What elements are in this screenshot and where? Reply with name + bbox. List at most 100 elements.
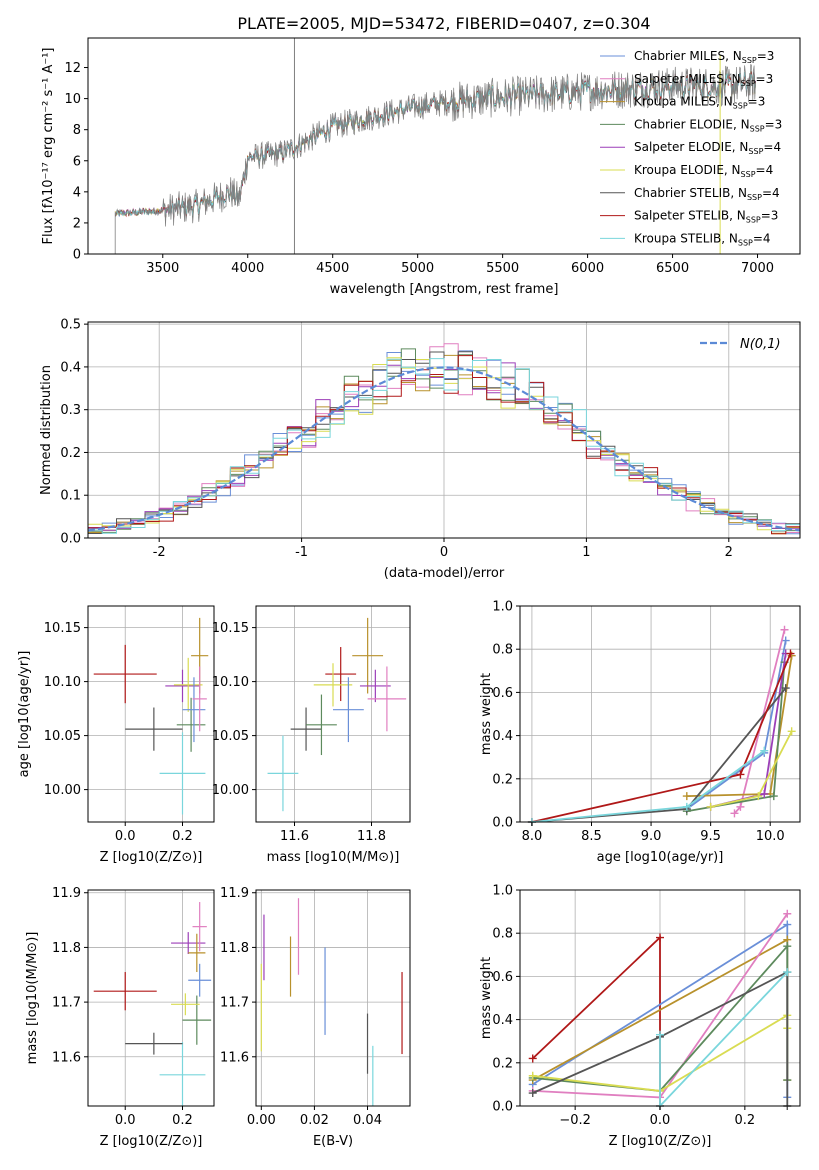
weight-marker — [760, 789, 769, 798]
x-tick-label: 0.0 — [650, 1113, 671, 1128]
y-tick-label: 10.00 — [44, 783, 81, 798]
y-tick-label: 8 — [73, 123, 81, 138]
legend-entry: Chabrier STELIB, NSSP=4 — [634, 186, 780, 202]
age-vs-mass-panel: 11.6 11.8 10.00 10.05 10.10 10.15 mass [log10(… — [212, 605, 411, 865]
x-tick-label: 0.04 — [353, 1113, 382, 1128]
axes-frame — [255, 889, 411, 1107]
y-tick-label: 12 — [64, 61, 81, 76]
x-axis-label: E(B-V) — [313, 1134, 353, 1149]
legend-entry: Kroupa MILES, NSSP=3 — [634, 95, 765, 111]
x-tick-label: 8.0 — [522, 829, 543, 844]
y-tick-label: 10.00 — [212, 783, 249, 798]
x-axis-label: mass [log10(M/M⊙)] — [267, 850, 400, 865]
weight-marker — [781, 636, 790, 645]
y-tick-label: 0.6 — [492, 970, 513, 985]
y-tick-label: 0.2 — [492, 1056, 513, 1071]
weight-line — [531, 749, 765, 823]
y-tick-label: 0.5 — [60, 318, 81, 333]
y-axis-label: age [log10(age/yr)] — [17, 651, 32, 778]
y-axis-label: mass weight — [479, 673, 494, 755]
x-tick-label: 0.2 — [172, 1113, 193, 1128]
weight-marker — [769, 792, 778, 801]
y-tick-label: 10.05 — [212, 729, 249, 744]
residual-panel: -2 -1 0 1 2 0.0 0.1 0.2 0.3 0.4 0.5 (data-model)/er… — [39, 318, 801, 581]
legend-entry: Chabrier MILES, NSSP=3 — [634, 49, 774, 65]
y-tick-label: 0.4 — [60, 360, 81, 375]
x-tick-label: 7000 — [741, 261, 774, 276]
x-tick-label: 6500 — [656, 261, 689, 276]
y-tick-label: 0.3 — [60, 403, 81, 418]
weight-marker — [787, 727, 796, 736]
plot-area — [87, 343, 801, 535]
x-tick-label: 11.6 — [280, 829, 309, 844]
weight-marker — [706, 802, 715, 811]
y-tick-label: 11.7 — [220, 996, 249, 1011]
plot-area — [260, 898, 403, 1106]
y-axis-label: Normed distribution — [39, 365, 54, 495]
weight-marker — [528, 1071, 537, 1080]
x-tick-label: −0.2 — [559, 1113, 591, 1128]
x-tick-label: 1 — [582, 545, 590, 560]
y-tick-label: 1.0 — [492, 884, 513, 899]
y-tick-label: 0.2 — [492, 772, 513, 787]
x-tick-label: 0.00 — [247, 1113, 276, 1128]
y-tick-label: 4 — [73, 185, 81, 200]
axes-frame — [87, 37, 801, 255]
legend-entry: Kroupa ELODIE, NSSP=4 — [634, 163, 773, 179]
spectrum-panel: 3500 4000 4500 5000 5500 6000 6500 7000 0 2 4 6 8 10 1… — [41, 37, 801, 297]
y-tick-label: 0.4 — [492, 729, 513, 744]
normal-curve — [87, 366, 801, 532]
legend-entry: Salpeter ELODIE, NSSP=4 — [634, 140, 781, 156]
y-tick-label: 11.8 — [220, 941, 249, 956]
weight-marker — [783, 920, 792, 929]
mass-vs-ebv-panel: 0.00 0.02 0.04 11.6 11.7 11.8 11.9 E(B-V) — [220, 886, 411, 1149]
plot-area — [93, 617, 209, 815]
weight-marker — [783, 968, 792, 977]
weight-marker — [754, 792, 763, 801]
y-tick-label: 11.9 — [52, 886, 81, 901]
y-tick-label: 0.0 — [492, 1100, 513, 1115]
x-tick-label: 5500 — [486, 261, 519, 276]
weight-marker — [528, 1054, 537, 1063]
legend-entry: Salpeter STELIB, NSSP=3 — [634, 209, 778, 225]
weight-line — [532, 970, 789, 1106]
weight-marker — [656, 933, 664, 942]
y-tick-label: 0.8 — [492, 643, 513, 658]
x-tick-label: 0 — [440, 545, 448, 560]
x-tick-label: 2 — [725, 545, 733, 560]
y-tick-label: 11.8 — [52, 941, 81, 956]
y-tick-label: 2 — [73, 216, 81, 231]
x-tick-label: 5000 — [401, 261, 434, 276]
weight-marker — [736, 770, 745, 779]
legend: Chabrier MILES, NSSP=3 Salpeter MILES, NS… — [600, 49, 782, 247]
y-tick-label: 0.4 — [492, 1013, 513, 1028]
y-tick-label: 0.0 — [492, 816, 513, 831]
plot-area — [527, 625, 796, 826]
y-tick-label: 1.0 — [492, 600, 513, 615]
y-tick-label: 0 — [73, 248, 81, 263]
weight-vs-age-panel: 8.0 8.5 9.0 9.5 10.0 0.0 0.2 0.4 0.6 0.8 1.0 age [l… — [479, 600, 801, 865]
data-spectrum-line — [114, 64, 756, 227]
x-axis-label: age [log10(age/yr)] — [597, 850, 724, 865]
y-tick-label: 0.2 — [60, 446, 81, 461]
weight-marker — [780, 625, 789, 634]
x-axis-label: Z [log10(Z/Z⊙)] — [609, 1134, 712, 1149]
y-tick-label: 0.0 — [60, 532, 81, 547]
x-tick-label: 10.0 — [756, 829, 785, 844]
legend-entry: Chabrier ELODIE, NSSP=3 — [634, 117, 782, 133]
residual-histogram — [88, 358, 800, 534]
x-axis-label: Z [log10(Z/Z⊙)] — [100, 850, 203, 865]
plot-area — [93, 902, 212, 1108]
plot-area — [114, 38, 756, 254]
x-tick-label: 4000 — [231, 261, 264, 276]
plot-area — [528, 909, 792, 1110]
x-tick-label: 3500 — [146, 261, 179, 276]
x-tick-label: 9.5 — [700, 829, 721, 844]
y-tick-label: 6 — [73, 154, 81, 169]
axes-frame — [87, 889, 215, 1107]
y-tick-label: 0.1 — [60, 489, 81, 504]
y-tick-label: 11.9 — [220, 886, 249, 901]
x-tick-label: 0.2 — [735, 1113, 756, 1128]
weight-marker — [781, 684, 790, 693]
